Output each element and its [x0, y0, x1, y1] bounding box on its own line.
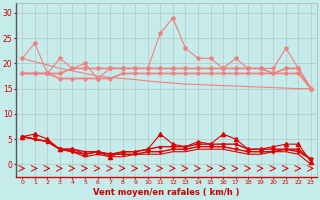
X-axis label: Vent moyen/en rafales ( km/h ): Vent moyen/en rafales ( km/h )	[93, 188, 240, 197]
